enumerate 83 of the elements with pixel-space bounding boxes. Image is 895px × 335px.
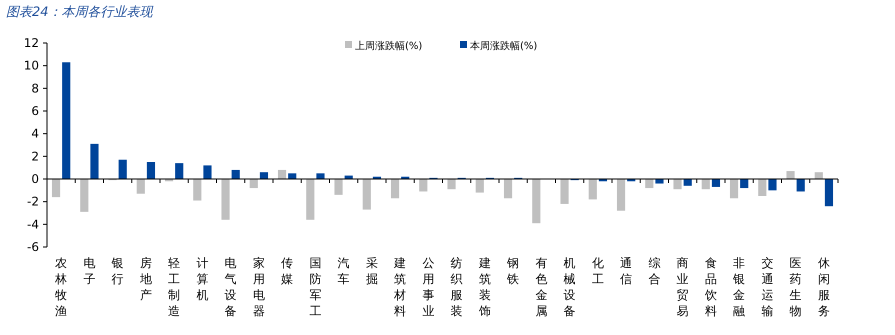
- bar: [232, 170, 240, 179]
- bar: [80, 179, 88, 212]
- x-tick-label: 国防军工: [309, 256, 322, 318]
- x-tick-label: 银行: [110, 256, 124, 286]
- bar: [278, 170, 286, 179]
- bar: [814, 172, 823, 179]
- bar: [702, 179, 710, 190]
- x-tick-label: 建筑装饰: [478, 256, 491, 318]
- x-tick-label: 交通运输: [761, 256, 774, 318]
- bar: [786, 171, 795, 179]
- bar: [306, 179, 314, 220]
- legend-label: 本周涨跌幅(%): [470, 40, 538, 52]
- bar: [362, 179, 371, 210]
- bar: [740, 179, 748, 188]
- bar: [203, 165, 212, 179]
- bar: [193, 179, 202, 201]
- x-tick-label: 计算机: [196, 256, 208, 302]
- bar: [344, 176, 353, 179]
- x-tick-label: 建筑材料: [393, 256, 406, 318]
- y-tick-label: 0: [31, 172, 39, 186]
- x-tick-label: 采掘: [366, 256, 378, 286]
- x-tick-label: 机械设备: [564, 256, 576, 318]
- bar: [90, 144, 99, 179]
- y-tick-label: -2: [27, 194, 39, 209]
- x-tick-label: 公用事业: [422, 256, 434, 318]
- x-tick-label: 化工: [592, 256, 604, 286]
- y-tick-label: 10: [24, 58, 39, 73]
- bar: [260, 172, 268, 179]
- x-tick-label: 纺织服装: [450, 256, 463, 318]
- bar: [712, 179, 720, 187]
- bar: [146, 162, 156, 179]
- x-tick-label: 汽车: [338, 256, 350, 286]
- bar: [136, 179, 145, 194]
- x-tick-label: 房地产: [138, 256, 152, 302]
- x-tick-label: 有色金属: [535, 256, 548, 318]
- bar: [588, 179, 597, 200]
- x-tick-label: 家用电器: [252, 256, 265, 318]
- x-tick-label: 轻工制造: [168, 256, 180, 318]
- x-tick-label: 传媒: [281, 256, 294, 286]
- bar: [824, 179, 834, 206]
- bar: [250, 179, 258, 188]
- bar: [560, 179, 569, 204]
- bar: [62, 62, 70, 179]
- bar: [52, 179, 60, 198]
- bar: [758, 179, 766, 196]
- x-tick-label: 医药生物: [790, 256, 802, 318]
- bar: [616, 179, 626, 211]
- bar: [768, 179, 777, 190]
- y-tick-label: 12: [24, 36, 39, 50]
- bar: [532, 179, 540, 224]
- bar: [334, 179, 343, 195]
- x-tick-label: 农林牧渔: [54, 256, 68, 318]
- chart-title: 图表24：本周各行业表现: [6, 5, 154, 20]
- bar: [118, 160, 127, 179]
- x-tick-label: 非银金融: [732, 256, 746, 318]
- y-tick-label: 2: [31, 149, 39, 164]
- bar: [730, 179, 738, 198]
- y-tick-label: 4: [31, 126, 39, 141]
- bar: [645, 179, 654, 188]
- x-tick-label: 电气设备: [224, 256, 237, 318]
- bar: [175, 163, 184, 179]
- bar: [390, 179, 400, 198]
- x-tick-label: 电子: [83, 256, 96, 286]
- x-tick-label: 商业贸易: [676, 256, 689, 318]
- bar: [796, 179, 805, 192]
- y-tick-label: -6: [27, 240, 39, 254]
- bar: [673, 179, 682, 190]
- bar: [447, 179, 456, 190]
- x-tick-label: 食品饮料: [704, 256, 717, 318]
- x-tick-label: 综合: [648, 256, 660, 286]
- bar: [684, 179, 692, 186]
- bar: [504, 179, 512, 198]
- legend-label: 上周涨跌幅(%): [355, 40, 422, 52]
- bar: [476, 179, 484, 193]
- x-tick-label: 钢铁: [506, 256, 520, 286]
- x-tick-label: 通信: [620, 256, 632, 286]
- x-tick-label: 休闲服务: [818, 256, 830, 318]
- y-tick-label: 8: [31, 81, 39, 96]
- bar: [288, 173, 296, 179]
- bar: [221, 179, 230, 220]
- y-tick-label: -4: [27, 217, 39, 232]
- bar: [419, 179, 428, 192]
- y-tick-label: 6: [31, 104, 39, 118]
